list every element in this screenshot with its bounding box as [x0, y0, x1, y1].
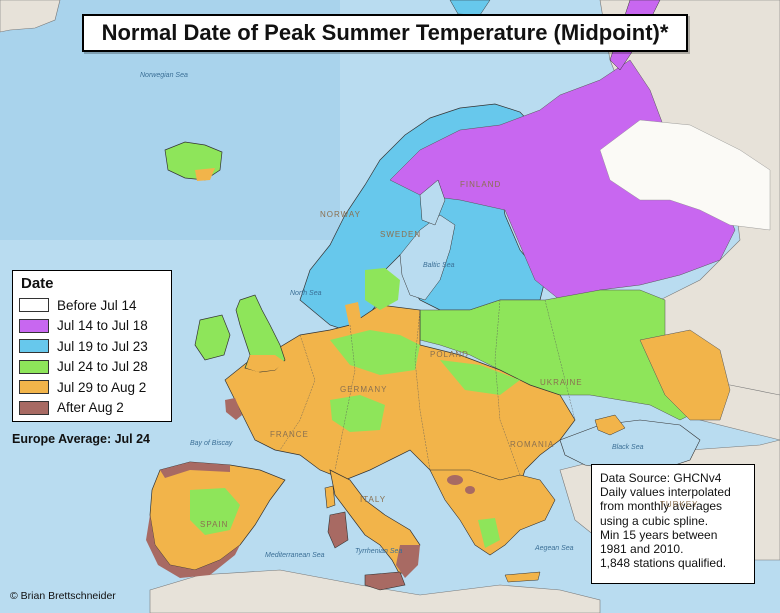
legend-swatch: [19, 339, 49, 354]
balkans-after-aug2-spot-2: [465, 486, 475, 494]
legend-item-after-aug2: After Aug 2: [19, 398, 165, 419]
steppe-zone-jul29-aug2: [639, 329, 731, 421]
sea-label: Mediterranean Sea: [265, 552, 325, 559]
legend-label: Jul 19 to Jul 23: [57, 338, 148, 354]
iberia-north-coast-after-aug2: [160, 462, 230, 478]
legend: Date Before Jul 14 Jul 14 to Jul 18 Jul …: [12, 270, 172, 422]
central-green-patch-2: [330, 395, 385, 432]
data-source-box: Data Source: GHCNv4 Daily values interpo…: [591, 464, 755, 584]
country-label: FRANCE: [270, 430, 309, 439]
country-label: FINLAND: [460, 180, 502, 189]
source-line: Daily values interpolated: [600, 485, 731, 500]
country-label: SWEDEN: [380, 230, 422, 239]
balkans-after-aug2-spot-1: [447, 475, 463, 485]
sea-label: Baltic Sea: [423, 262, 455, 269]
central-green-patch-1: [330, 330, 420, 375]
greece-green-patch: [478, 518, 500, 548]
corsica: [324, 485, 336, 509]
legend-item-jul14-jul18: Jul 14 to Jul 18: [19, 316, 165, 337]
sea-label: Bay of Biscay: [190, 440, 233, 447]
legend-swatch: [19, 359, 49, 374]
gulf-of-bothnia: [419, 179, 446, 226]
crimea: [594, 414, 626, 436]
great-britain-zone-jul24-28: [235, 294, 286, 373]
balkans-zone-jul29-aug2: [429, 469, 556, 556]
east-europe-zone-jul24-28: [419, 289, 701, 421]
source-line: 1981 and 2010.: [600, 542, 684, 557]
iberia-green-interior: [190, 488, 240, 535]
sweden-south-green: [365, 268, 400, 310]
iberia-coast-after-aug2: [146, 515, 240, 578]
great-britain-south-orange: [246, 355, 285, 372]
sea-label: Aegean Sea: [535, 545, 574, 552]
legend-label: Jul 24 to Jul 28: [57, 359, 148, 375]
country-label: NORWAY: [320, 210, 361, 219]
sea-label: Norwegian Sea: [140, 72, 188, 79]
europe-average-label: Europe Average: Jul 24: [12, 432, 151, 446]
legend-swatch: [19, 318, 49, 333]
greenland-land: [0, 0, 61, 33]
legend-label: After Aug 2: [57, 400, 124, 416]
country-label: GERMANY: [340, 385, 388, 394]
north-africa-land: [149, 569, 601, 613]
author-credit: © Brian Brettschneider: [10, 590, 116, 602]
source-line: Min 15 years between: [600, 527, 718, 542]
crete: [504, 571, 541, 583]
legend-item-before-jul14: Before Jul 14: [19, 295, 165, 316]
legend-swatch: [19, 298, 49, 313]
russia-zone-before-jul14: [599, 119, 771, 231]
sea-label: Black Sea: [612, 444, 644, 451]
map-title: Normal Date of Peak Summer Temperature (…: [82, 14, 688, 52]
legend-swatch: [19, 400, 49, 415]
italy-south-after-aug2: [396, 545, 420, 578]
source-line: Data Source: GHCNv4: [600, 471, 722, 485]
legend-item-jul29-aug2: Jul 29 to Aug 2: [19, 377, 165, 398]
legend-label: Jul 29 to Aug 2: [57, 379, 147, 395]
france-coast-after-aug2: [225, 398, 242, 420]
sicily-after-aug2: [364, 571, 406, 591]
country-label: ITALY: [360, 495, 387, 504]
country-label: TURKEY: [660, 500, 699, 509]
sardinia: [327, 511, 349, 549]
source-line: from monthly averages: [600, 499, 723, 514]
central-green-patch-3: [440, 360, 520, 395]
legend-label: Jul 14 to Jul 18: [57, 318, 148, 334]
legend-item-jul24-jul28: Jul 24 to Jul 28: [19, 357, 165, 378]
country-label: UKRAINE: [540, 378, 583, 387]
norway-south-orange: [345, 302, 362, 330]
country-label: SPAIN: [200, 520, 229, 529]
ireland-zone-jul24-28: [194, 314, 231, 361]
legend-label: Before Jul 14: [57, 297, 137, 313]
sea-label: Tyrrhenian Sea: [355, 548, 403, 555]
legend-item-jul19-jul23: Jul 19 to Jul 23: [19, 336, 165, 357]
legend-title: Date: [21, 275, 54, 292]
iceland-south-orange: [195, 168, 215, 181]
black-sea: [559, 419, 701, 471]
country-label: POLAND: [430, 350, 469, 359]
country-label: ROMANIA: [510, 440, 555, 449]
source-line: using a cubic spline.: [600, 513, 709, 528]
country-borders: [279, 299, 576, 476]
source-line: 1,848 stations qualified.: [600, 556, 727, 571]
sea-label: North Sea: [290, 290, 322, 297]
legend-swatch: [19, 380, 49, 395]
